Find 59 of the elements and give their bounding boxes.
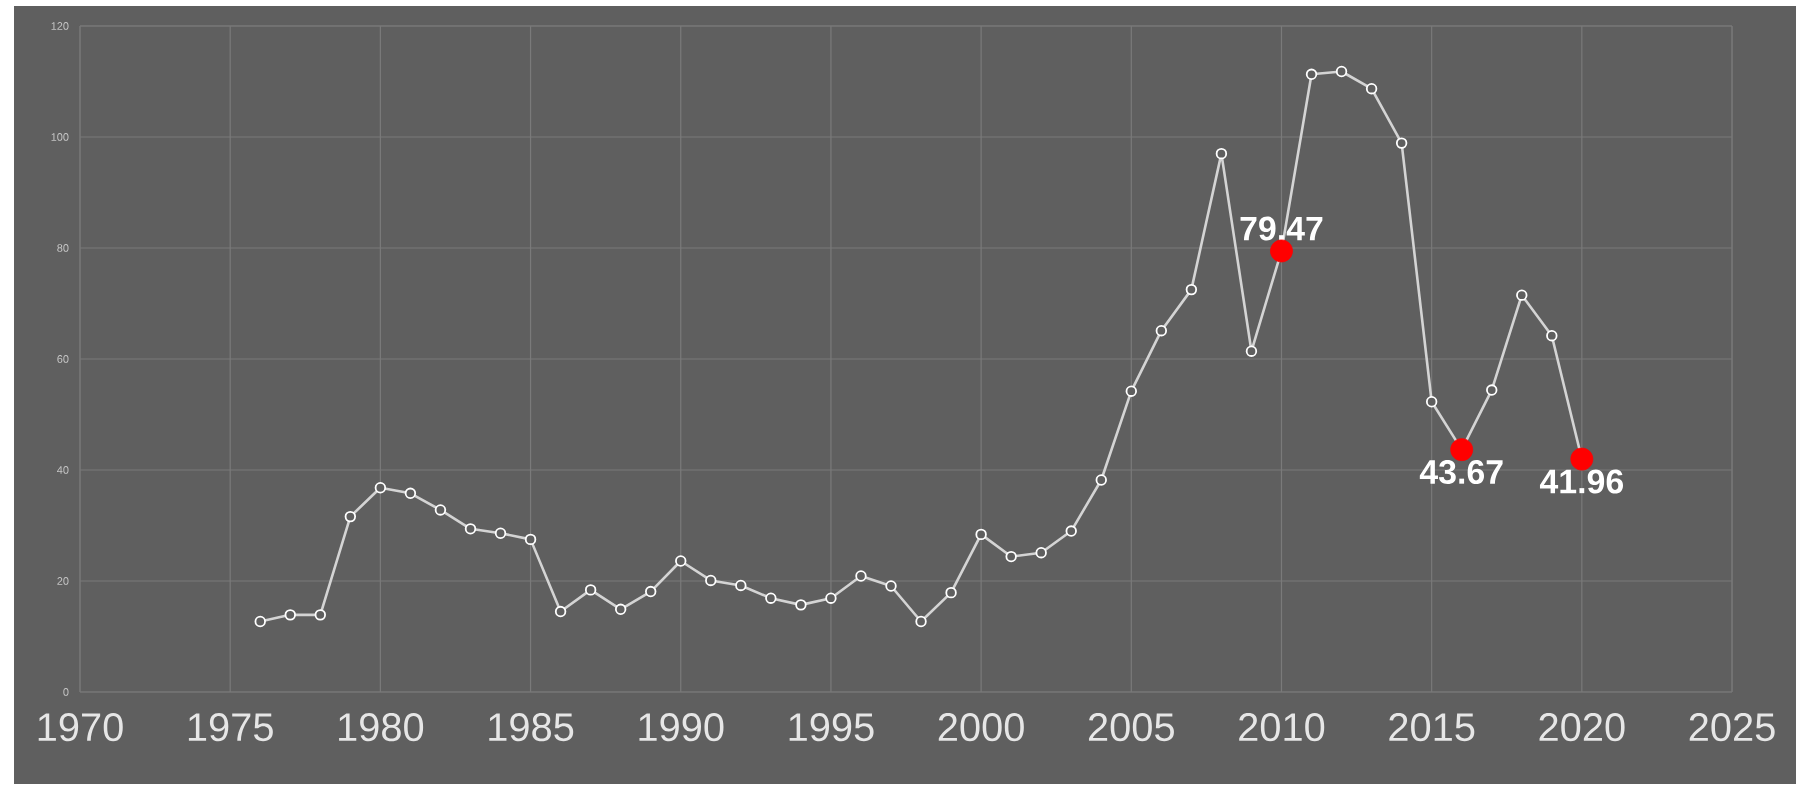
data-label: 43.67 [1419, 460, 1503, 485]
point [765, 592, 777, 604]
point [1570, 447, 1594, 471]
x-tick-label: 2025 [1689, 713, 1775, 742]
x-tick-label: 1980 [339, 713, 424, 742]
point [705, 574, 717, 587]
point [314, 609, 326, 621]
point [735, 579, 747, 592]
point [494, 527, 507, 539]
point [344, 510, 357, 523]
point [1185, 283, 1198, 296]
point [645, 585, 657, 598]
point [1305, 68, 1318, 80]
point [975, 528, 987, 541]
x-tick-label: 1990 [639, 713, 724, 742]
x-tick-label: 1985 [489, 713, 574, 742]
point [1095, 474, 1107, 486]
point [404, 487, 417, 500]
x-tick-label: 1975 [188, 713, 273, 742]
point [1516, 289, 1528, 301]
point [1395, 137, 1408, 149]
point [1335, 65, 1348, 78]
point [675, 555, 687, 567]
point [464, 523, 477, 535]
point [554, 605, 567, 618]
point [284, 609, 296, 621]
point [1245, 345, 1258, 357]
x-tick-label: 2005 [1088, 713, 1174, 742]
x-tick-label: 2000 [938, 713, 1024, 742]
x-tick-label: 1995 [789, 713, 874, 742]
x-tick-label: 2015 [1389, 713, 1475, 742]
point [855, 570, 867, 582]
point [1215, 147, 1228, 160]
point [885, 580, 897, 592]
point [1005, 550, 1017, 563]
point [254, 615, 266, 628]
point [1425, 396, 1438, 408]
point [825, 592, 837, 604]
x-tick-label: 1970 [38, 713, 123, 742]
point [374, 482, 387, 494]
point [1125, 385, 1137, 397]
data-label: 41.96 [1539, 469, 1624, 494]
x-tick-label: 2020 [1539, 713, 1625, 742]
point [584, 584, 597, 596]
point [1546, 329, 1558, 342]
x-tick-label: 2010 [1239, 713, 1325, 742]
point [1065, 525, 1077, 537]
point [524, 533, 537, 546]
point [1365, 83, 1378, 95]
point [1155, 324, 1168, 337]
point [1486, 384, 1498, 396]
point [1035, 546, 1047, 559]
point [614, 603, 627, 615]
point [1450, 438, 1474, 462]
point [1270, 239, 1293, 263]
point [434, 504, 447, 516]
point [795, 599, 807, 611]
point [945, 586, 957, 599]
point [915, 615, 927, 628]
